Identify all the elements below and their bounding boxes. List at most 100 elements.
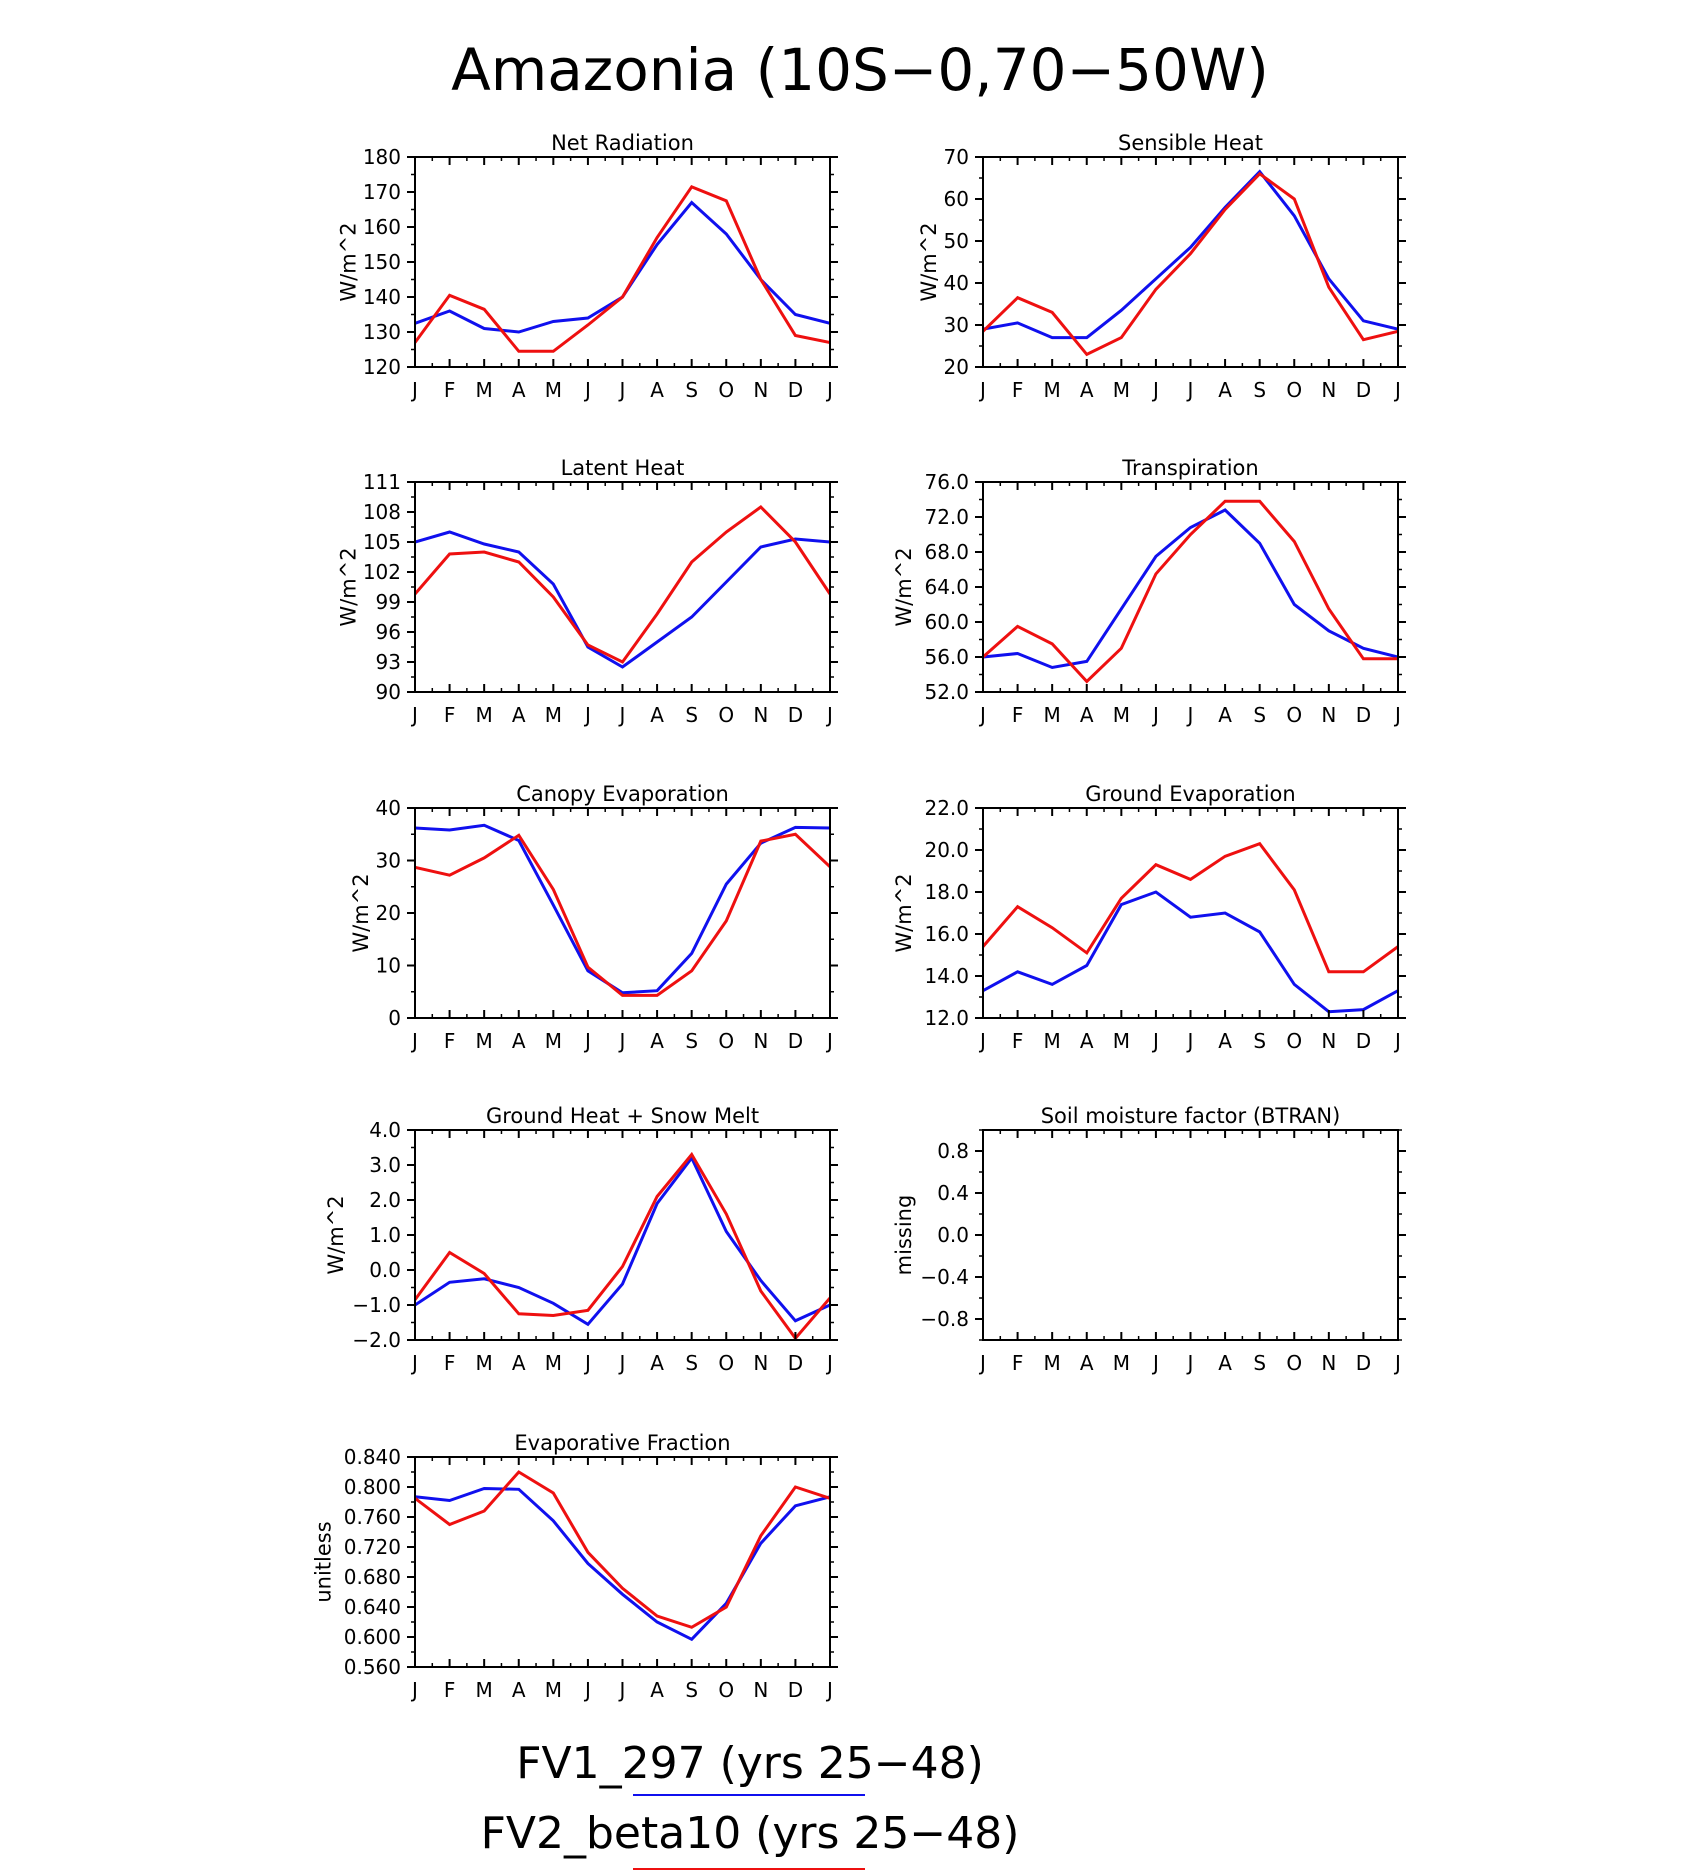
x-tick-label: J [1151, 703, 1159, 727]
x-tick-label: J [825, 703, 833, 727]
y-tick-label: 130 [363, 320, 401, 344]
y-tick-label: 40 [376, 796, 401, 820]
x-tick-label: N [753, 1351, 768, 1375]
y-tick-label: 16.0 [924, 922, 969, 946]
plot-frame [414, 156, 831, 368]
x-tick-label: S [685, 1678, 698, 1702]
x-tick-label: M [476, 1351, 493, 1375]
series-line-fv1-canopy-evaporation [415, 823, 830, 995]
y-tick-label: 140 [363, 285, 401, 309]
x-tick-label: M [1044, 703, 1061, 727]
panel-title: Soil moisture factor (BTRAN) [1041, 1104, 1341, 1128]
y-tick-label: 0.640 [344, 1595, 401, 1619]
y-tick-label: 0.560 [344, 1655, 401, 1679]
x-tick-label: M [1044, 1029, 1061, 1053]
x-tick-label: N [753, 1678, 768, 1702]
y-tick-label: 108 [363, 500, 401, 524]
y-tick-label: 40 [944, 271, 969, 295]
x-tick-label: N [753, 1029, 768, 1053]
panel-title: Evaporative Fraction [514, 1431, 730, 1455]
x-tick-label: O [718, 1029, 734, 1053]
x-tick-label: J [825, 1678, 833, 1702]
x-tick-label: J [1186, 1351, 1194, 1375]
y-tick-label: 170 [363, 180, 401, 204]
x-tick-label: O [1286, 1351, 1302, 1375]
x-tick-label: J [410, 378, 418, 402]
x-tick-label: J [1151, 1029, 1159, 1053]
y-tick-label: 150 [363, 250, 401, 274]
x-tick-label: J [618, 1029, 626, 1053]
x-tick-label: M [545, 703, 562, 727]
x-tick-label: J [825, 378, 833, 402]
series-line-fv2-ground-heat-snow-melt [415, 1151, 830, 1340]
x-tick-label: F [444, 1351, 456, 1375]
series-line-fv1-sensible-heat [983, 169, 1398, 340]
x-tick-label: O [718, 1678, 734, 1702]
y-tick-label: 0.0 [937, 1223, 969, 1247]
y-tick-label: 12.0 [924, 1006, 969, 1030]
x-tick-label: M [476, 378, 493, 402]
plot-frame [414, 1456, 831, 1668]
x-tick-label: M [1113, 1029, 1130, 1053]
x-tick-label: F [444, 1678, 456, 1702]
x-tick-label: O [1286, 1029, 1302, 1053]
panel-title: Transpiration [1121, 456, 1258, 480]
x-tick-label: F [1012, 378, 1024, 402]
x-tick-label: S [685, 703, 698, 727]
y-tick-label: −0.8 [920, 1307, 969, 1331]
x-tick-label: J [618, 1351, 626, 1375]
x-tick-label: S [1253, 703, 1266, 727]
x-tick-label: M [476, 703, 493, 727]
plot-frame [982, 1129, 1399, 1341]
y-tick-label: 30 [944, 313, 969, 337]
x-tick-label: A [1080, 703, 1094, 727]
x-tick-label: A [512, 1029, 526, 1053]
x-tick-label: M [1113, 1351, 1130, 1375]
x-tick-label: M [476, 1029, 493, 1053]
y-tick-label: 0.8 [937, 1139, 969, 1163]
y-tick-label: 20 [376, 901, 401, 925]
panel-title: Latent Heat [561, 456, 685, 480]
y-tick-label: 20.0 [924, 838, 969, 862]
y-tick-label: 14.0 [924, 964, 969, 988]
panel-ground-evaporation: J F M A M J J A S O N D J12.014.016.018.020.022.0Gro… [892, 782, 1406, 1053]
y-axis-label: W/m^2 [892, 873, 916, 952]
x-tick-label: J [583, 378, 591, 402]
x-tick-label: J [978, 1029, 986, 1053]
x-tick-label: A [1080, 1029, 1094, 1053]
x-tick-label: A [512, 378, 526, 402]
x-tick-label: J [825, 1029, 833, 1053]
y-tick-label: 102 [363, 560, 401, 584]
x-tick-label: J [618, 1678, 626, 1702]
x-tick-label: J [1393, 1029, 1401, 1053]
legend: FV1_297 (yrs 25−48) FV2_beta10 (yrs 25−4… [481, 1738, 1019, 1870]
x-tick-label: N [753, 378, 768, 402]
series-line-fv1-net-radiation [415, 200, 830, 334]
y-tick-label: 56.0 [924, 645, 969, 669]
y-tick-label: 68.0 [924, 540, 969, 564]
x-tick-label: A [1080, 1351, 1094, 1375]
series-line-fv2-evaporative-fraction [415, 1470, 830, 1629]
x-tick-label: M [1113, 703, 1130, 727]
x-tick-label: A [650, 378, 664, 402]
x-tick-label: J [583, 1351, 591, 1375]
x-tick-label: F [1012, 1029, 1024, 1053]
x-tick-label: J [978, 1351, 986, 1375]
y-tick-label: 111 [363, 470, 401, 494]
panel-latent-heat: J F M A M J J A S O N D J90939699102105108111Latent … [337, 456, 838, 727]
y-axis-label: missing [892, 1195, 916, 1276]
y-tick-label: 0.800 [344, 1475, 401, 1499]
x-tick-label: J [1186, 1029, 1194, 1053]
x-tick-label: O [1286, 378, 1302, 402]
x-tick-label: F [1012, 703, 1024, 727]
y-tick-label: 2.0 [369, 1188, 401, 1212]
x-tick-label: J [618, 378, 626, 402]
x-tick-label: O [718, 1351, 734, 1375]
x-tick-label: D [788, 1029, 803, 1053]
y-tick-label: 50 [944, 229, 969, 253]
plot-frame [982, 481, 1399, 693]
y-tick-label: 22.0 [924, 796, 969, 820]
